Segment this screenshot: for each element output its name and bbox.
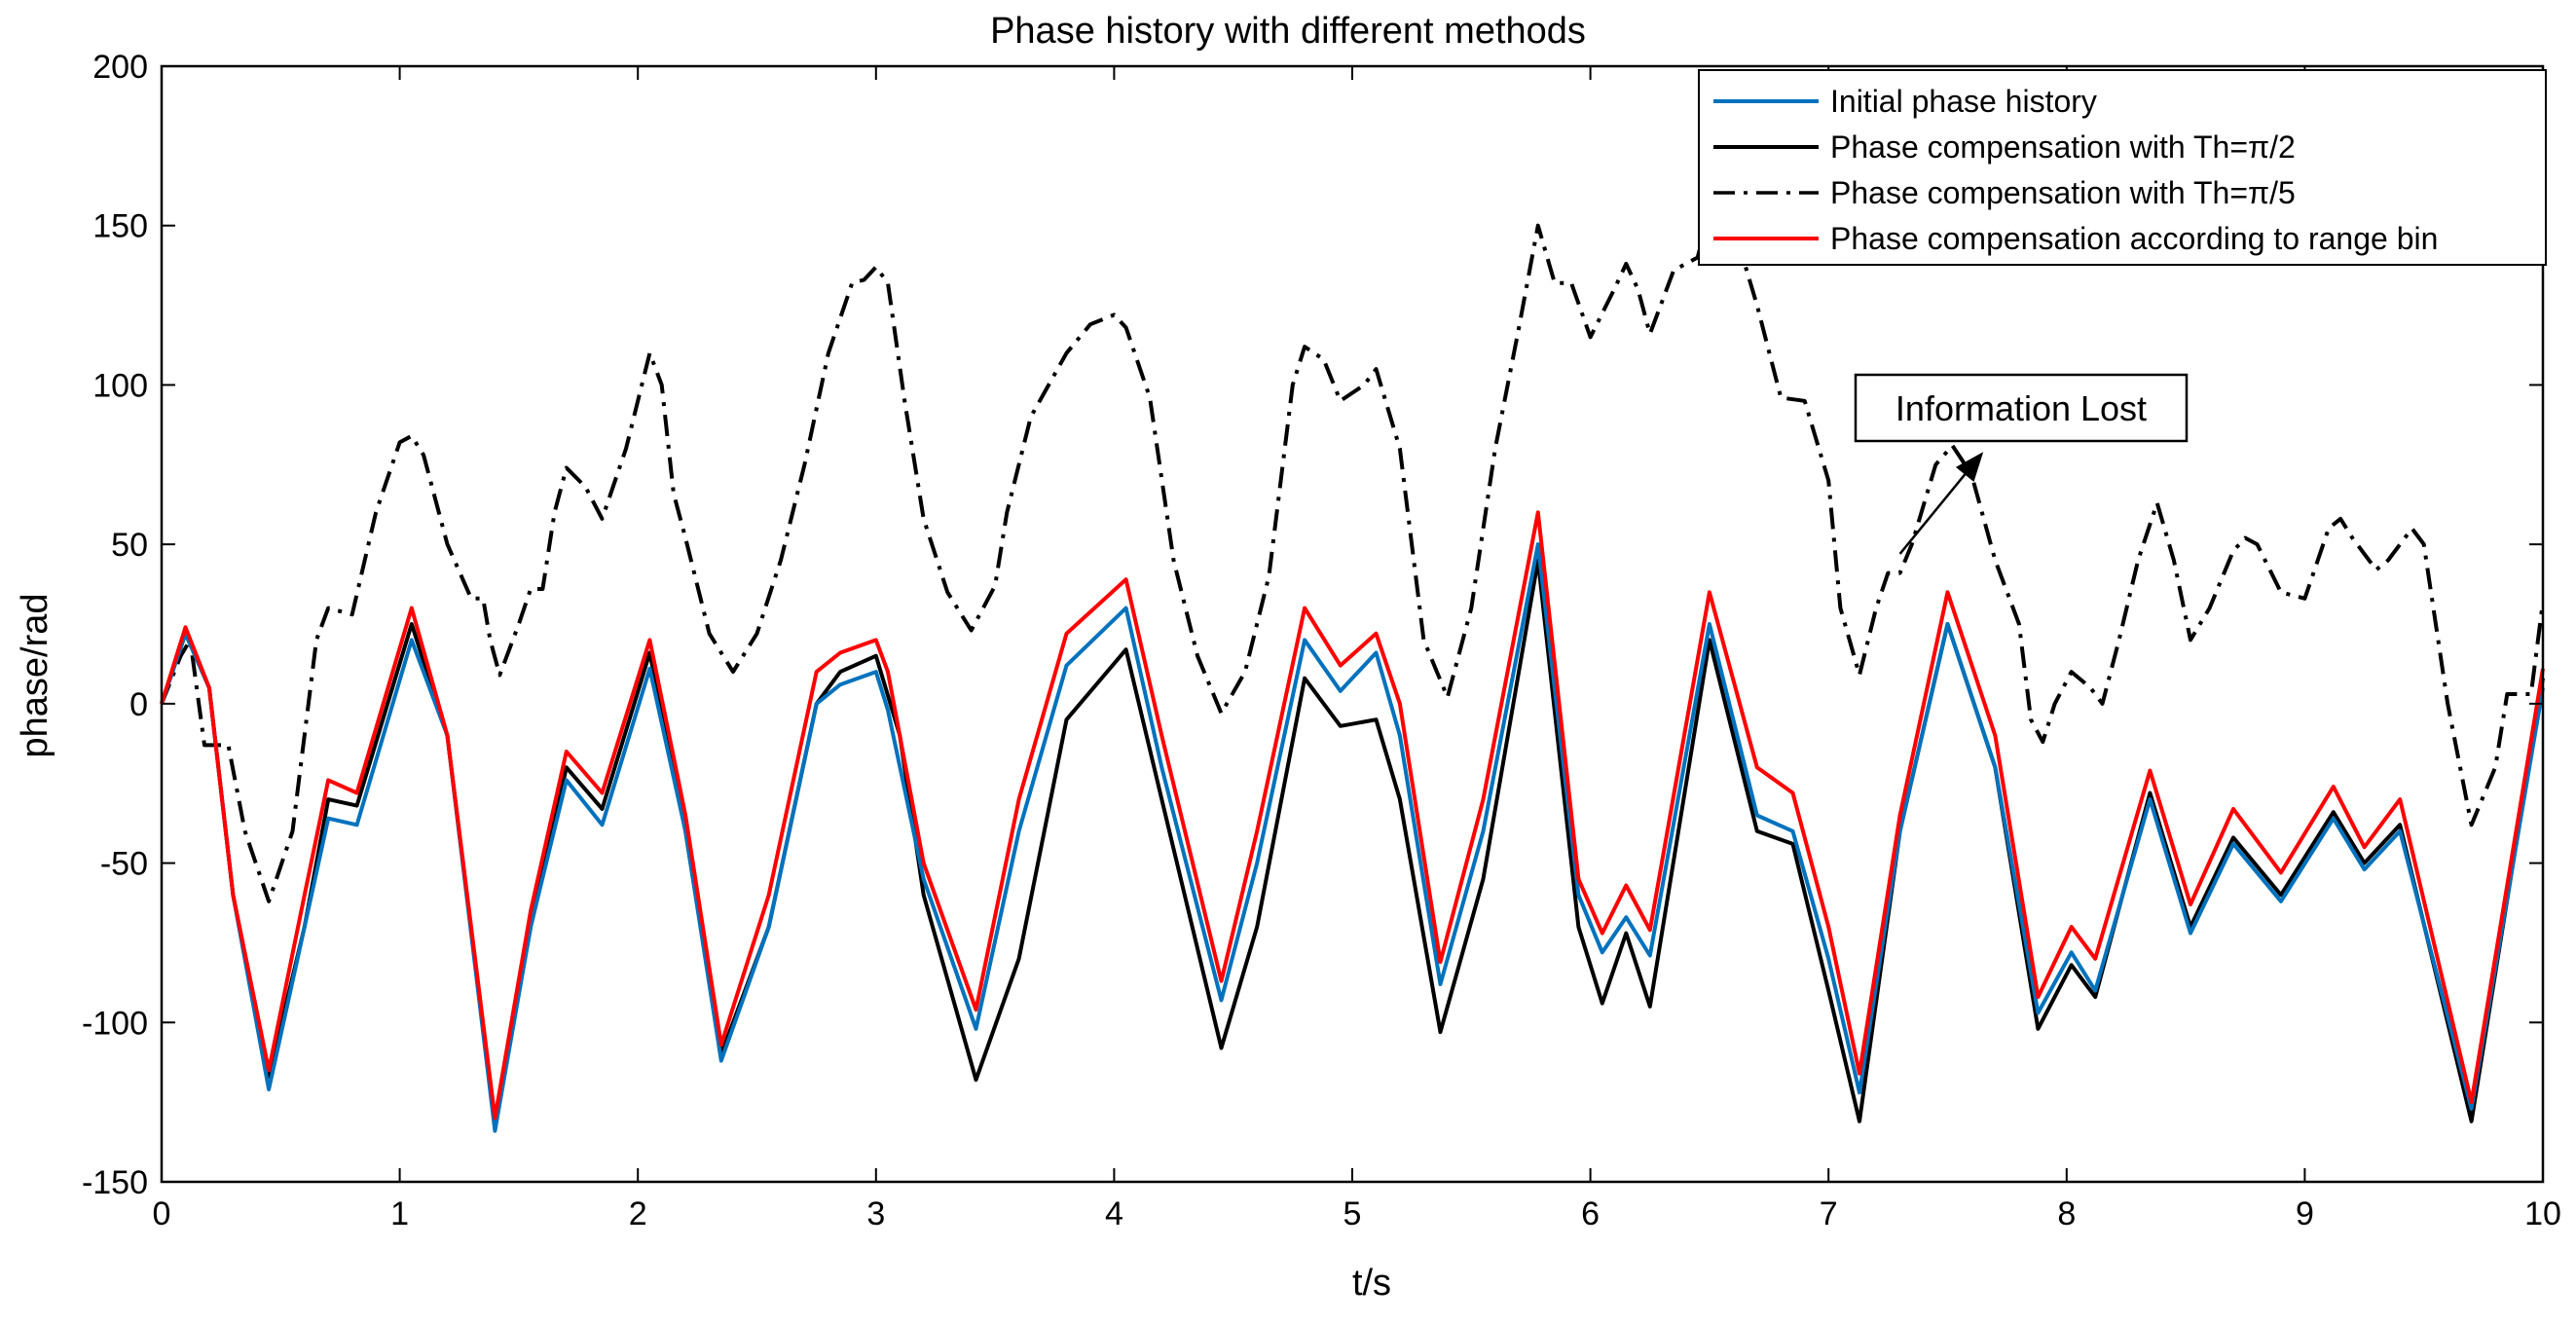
- annotation-arrow: [1898, 473, 1967, 555]
- annotation-arrowhead: [1955, 452, 1984, 483]
- x-tick-label: 9: [2296, 1195, 2314, 1232]
- chart-title: Phase history with different methods: [990, 11, 1586, 52]
- annotation-box: [1854, 373, 2189, 443]
- annotation-layer: Information Lost: [1854, 373, 2189, 555]
- series-line-2: [160, 165, 2545, 903]
- legend-label-th-pi-2: Phase compensation with Th=π/2: [1830, 129, 2296, 165]
- legend-label-th-pi-5: Phase compensation with Th=π/5: [1830, 175, 2296, 210]
- y-tick-label: -50: [100, 846, 148, 883]
- legend-label-initial: Initial phase history: [1830, 84, 2097, 119]
- y-tick-label: 200: [92, 49, 148, 86]
- x-tick-label: 8: [2057, 1195, 2076, 1232]
- legend-label-range-bin: Phase compensation according to range bi…: [1830, 221, 2438, 256]
- y-axis-label: phase/rad: [15, 593, 55, 757]
- legend-box: [1698, 69, 2547, 266]
- series-line-3: [160, 510, 2545, 1121]
- y-tick-label: -150: [82, 1164, 148, 1201]
- series-line-0: [160, 542, 2545, 1133]
- x-tick-label: 1: [390, 1195, 409, 1232]
- x-tick-label: 4: [1105, 1195, 1123, 1232]
- y-tick-label: 50: [111, 527, 148, 564]
- x-tick-label: 7: [1820, 1195, 1838, 1232]
- y-tick-label: 150: [92, 208, 148, 245]
- x-tick-label: 0: [153, 1195, 171, 1232]
- x-tick-label: 6: [1581, 1195, 1600, 1232]
- annotation-text: Information Lost: [1895, 388, 2147, 428]
- y-tick-label: 100: [92, 367, 148, 404]
- y-tick-label: 0: [129, 686, 148, 723]
- x-tick-label: 2: [629, 1195, 647, 1232]
- x-tick-label: 3: [866, 1195, 885, 1232]
- legend: Initial phase history Phase compensation…: [1698, 69, 2547, 266]
- x-tick-label: 10: [2524, 1195, 2561, 1232]
- series-layer: [160, 165, 2545, 1133]
- axes-layer: 0 1 2 3 4 5 6 7 8 9 10 -150 -100 -50 0 50 100 150 200: [82, 49, 2561, 1232]
- y-tick-label: -100: [82, 1005, 148, 1042]
- x-tick-label: 5: [1343, 1195, 1362, 1232]
- x-axis-label: t/s: [1352, 1263, 1391, 1304]
